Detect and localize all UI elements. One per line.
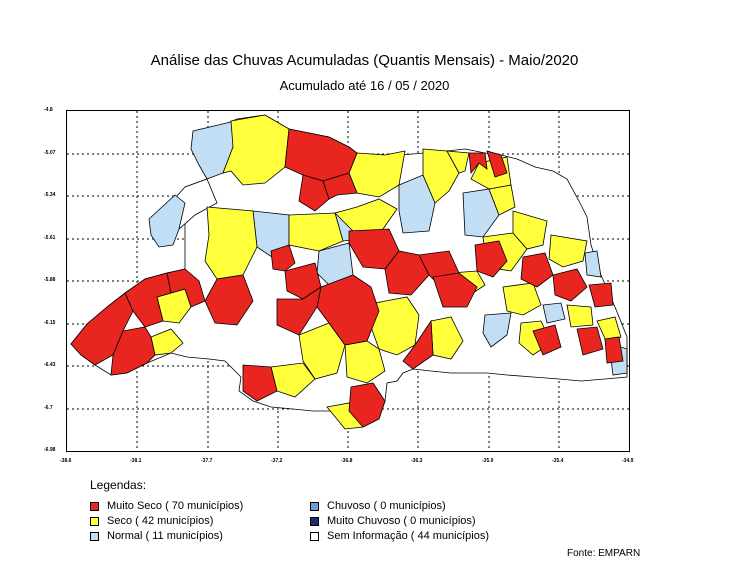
- x-tick-label: -36.3: [411, 458, 423, 464]
- y-tick-label: -5.34: [44, 192, 56, 198]
- legend-label: Normal ( 11 municípios): [107, 530, 223, 542]
- legend-item-chuvoso: Chuvoso ( 0 municípios): [310, 500, 446, 512]
- y-tick-label: -5.88: [44, 277, 56, 283]
- state-regions: [70, 114, 628, 430]
- y-tick-label: -6.15: [44, 320, 56, 326]
- y-tick-label: -6.43: [44, 362, 56, 368]
- y-tick-label: -6.7: [44, 405, 53, 411]
- legend-item-sem-informacao: Sem Informação ( 44 municípios): [310, 530, 489, 542]
- x-tick-label: -38.1: [130, 458, 142, 464]
- x-tick-label: -34.9: [622, 458, 634, 464]
- map-frame: [66, 110, 630, 452]
- legend-label: Chuvoso ( 0 municípios): [327, 500, 446, 512]
- legend-item-muito-chuvoso: Muito Chuvoso ( 0 municípios): [310, 515, 476, 527]
- legend-swatch: [90, 501, 99, 511]
- rn-municipalities-map: [67, 111, 629, 451]
- legend-label: Muito Seco ( 70 municípios): [107, 500, 244, 512]
- map-subtitle: Acumulado até 16 / 05 / 2020: [279, 78, 450, 93]
- legend-swatch: [310, 531, 319, 541]
- x-tick-label: -38.6: [60, 458, 72, 464]
- x-tick-label: -36.8: [341, 458, 353, 464]
- x-tick-label: -35.4: [552, 458, 564, 464]
- legend-title: Legendas:: [90, 478, 147, 492]
- legend-label: Muito Chuvoso ( 0 municípios): [327, 515, 476, 527]
- y-tick-label: -6.98: [44, 447, 56, 453]
- x-tick-label: -37.2: [271, 458, 283, 464]
- legend-label: Seco ( 42 municípios): [107, 515, 214, 527]
- legend-item-seco: Seco ( 42 municípios): [90, 515, 213, 527]
- legend-swatch: [90, 516, 99, 526]
- y-tick-label: -4.8: [44, 107, 53, 113]
- x-tick-label: -37.7: [201, 458, 213, 464]
- legend-swatch: [310, 501, 319, 511]
- map-title: Análise das Chuvas Acumuladas (Quantis M…: [150, 52, 579, 69]
- source-credit: Fonte: EMPARN: [567, 548, 641, 559]
- legend-item-muito-seco: Muito Seco ( 70 municípios): [90, 500, 243, 512]
- legend-swatch: [310, 516, 319, 526]
- y-tick-label: -5.07: [44, 150, 56, 156]
- legend-item-normal: Normal ( 11 municípios): [90, 530, 223, 542]
- x-tick-label: -35.9: [482, 458, 494, 464]
- legend-swatch: [90, 531, 99, 541]
- y-tick-label: -5.61: [44, 235, 56, 241]
- legend-label: Sem Informação ( 44 municípios): [327, 530, 490, 542]
